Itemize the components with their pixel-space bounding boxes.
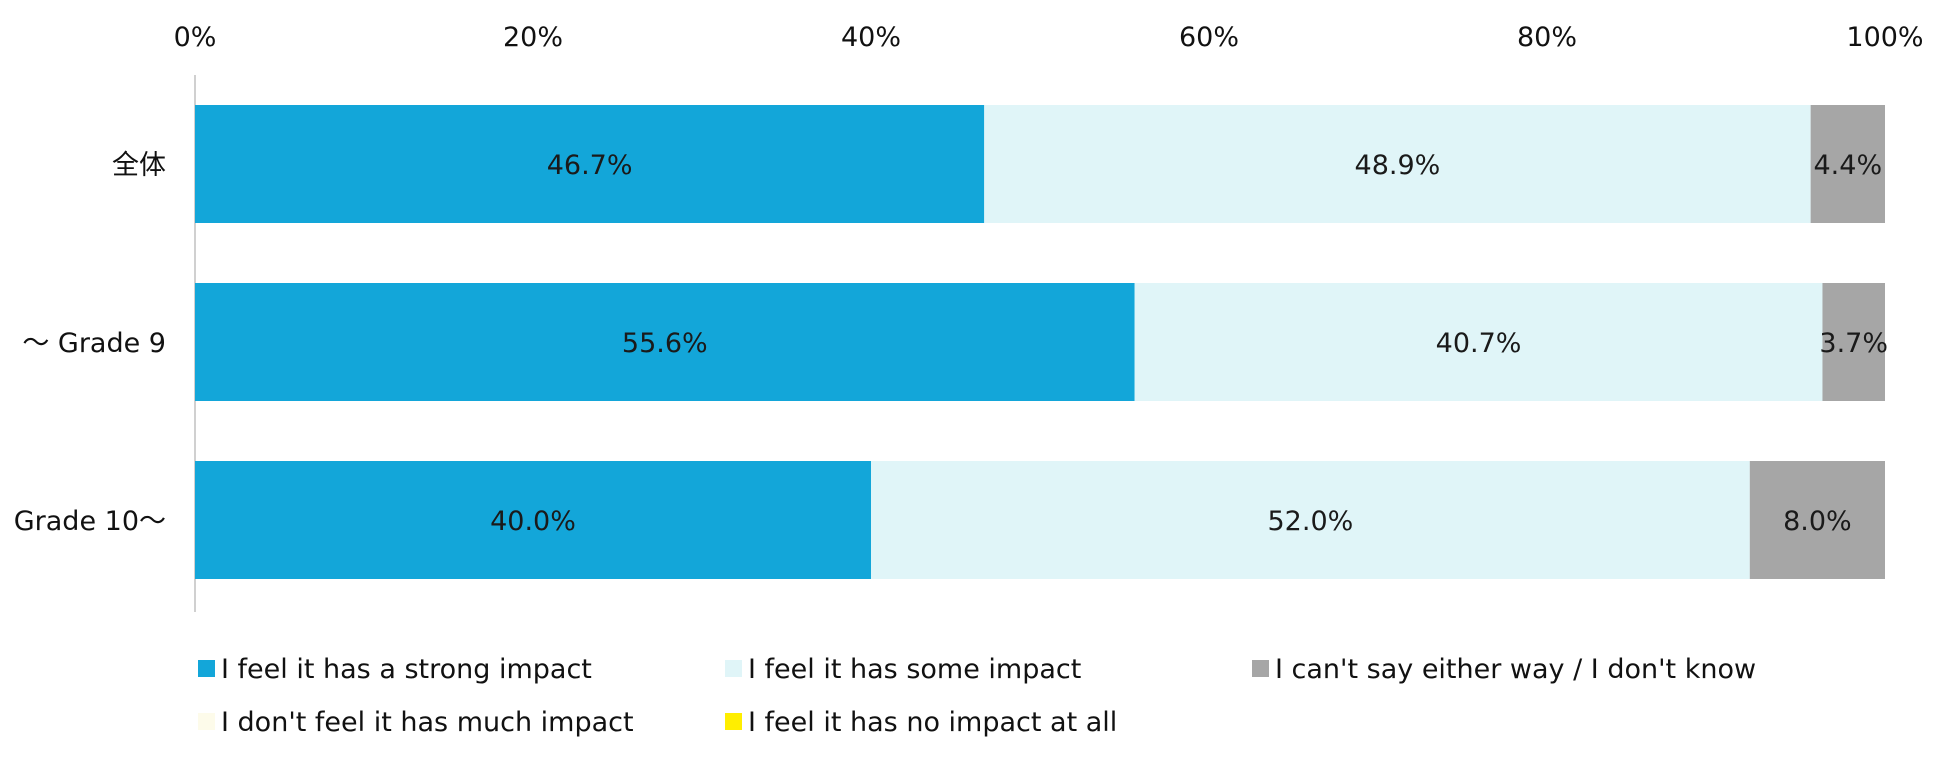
data-label: 55.6%	[622, 328, 708, 359]
legend-swatch	[198, 713, 215, 730]
bar-segment	[1749, 461, 1885, 579]
x-tick-label: 80%	[1517, 22, 1577, 53]
data-label: 3.7%	[1819, 328, 1888, 359]
legend-label: I feel it has no impact at all	[748, 707, 1117, 738]
data-label: 8.0%	[1783, 506, 1852, 537]
x-tick-label: 60%	[1179, 22, 1239, 53]
legend-label: I don't feel it has much impact	[221, 707, 634, 738]
legend-label: I can't say either way / I don't know	[1275, 654, 1756, 685]
category-labels: 全体 ～ Grade 9 Grade 10～	[14, 150, 166, 537]
bars: 46.7% 48.9% 4.4% 55.6% 40.7% 3.7% 40.0% 52.0% 8.…	[195, 105, 1888, 579]
category-label: 全体	[112, 150, 166, 181]
legend-swatch	[198, 660, 215, 677]
x-tick-label: 0%	[174, 22, 217, 53]
bar-segment	[1810, 105, 1885, 223]
bar-segment	[195, 461, 871, 579]
category-label: Grade 10～	[14, 506, 166, 537]
data-label: 40.7%	[1436, 328, 1522, 359]
bar-segment	[195, 283, 1135, 401]
legend: I feel it has a strong impact I feel it h…	[198, 654, 1756, 738]
bar-segment	[871, 461, 1750, 579]
x-axis-ticks: 0% 20% 40% 60% 80% 100%	[174, 22, 1924, 53]
x-tick-label: 100%	[1846, 22, 1923, 53]
data-label: 46.7%	[547, 150, 633, 181]
legend-label: I feel it has some impact	[748, 654, 1081, 685]
bar-segment	[984, 105, 1811, 223]
x-tick-label: 20%	[503, 22, 563, 53]
legend-swatch	[725, 713, 742, 730]
data-label: 4.4%	[1814, 150, 1883, 181]
bar-segment	[195, 105, 985, 223]
category-label: ～ Grade 9	[22, 328, 166, 359]
legend-label: I feel it has a strong impact	[221, 654, 592, 685]
data-label: 52.0%	[1268, 506, 1354, 537]
bar-segment	[1134, 283, 1823, 401]
bar-segment	[1822, 283, 1885, 401]
legend-swatch	[1252, 660, 1269, 677]
legend-swatch	[725, 660, 742, 677]
data-label: 40.0%	[490, 506, 576, 537]
data-label: 48.9%	[1355, 150, 1441, 181]
x-tick-label: 40%	[841, 22, 901, 53]
